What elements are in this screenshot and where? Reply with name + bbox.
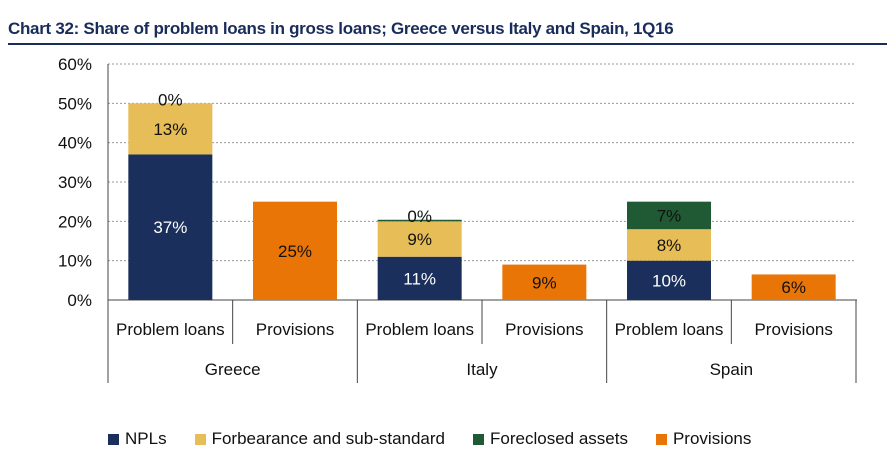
legend-label: Forbearance and sub-standard: [211, 429, 446, 448]
x-category-label: Problem loans: [365, 320, 474, 339]
y-tick-label: 30%: [58, 173, 92, 192]
y-tick-label: 0%: [67, 291, 92, 310]
x-category-label: Provisions: [505, 320, 583, 339]
legend-swatch: [108, 433, 119, 445]
bar-segment: [502, 264, 587, 300]
y-tick-label: 20%: [58, 212, 92, 231]
data-label: 9%: [407, 230, 432, 249]
x-category-label: Problem loans: [116, 320, 225, 339]
x-group-label: Spain: [710, 360, 753, 379]
bar-segment: [377, 219, 462, 222]
legend-label: Provisions: [672, 429, 752, 448]
bar-segment: [128, 103, 213, 155]
legend-swatch: [655, 433, 667, 445]
legend-swatch: [473, 433, 485, 445]
data-label: 37%: [153, 218, 187, 237]
title-rule: [8, 43, 887, 45]
y-tick-label: 60%: [58, 55, 92, 74]
bar-segment: [627, 229, 711, 261]
data-label: 0%: [407, 207, 432, 226]
legend: NPLs Forbearance and sub-standard Foreclos…: [108, 429, 751, 449]
x-category-label: Provisions: [754, 320, 832, 339]
bar-segment: [253, 201, 337, 300]
bar-segment: [627, 201, 711, 230]
x-group-label: Italy: [466, 360, 498, 379]
data-label: 6%: [781, 278, 806, 297]
y-tick-label: 50%: [58, 94, 92, 113]
legend-swatch: [194, 433, 206, 445]
x-category-label: Problem loans: [615, 320, 724, 339]
x-group-label: Greece: [205, 360, 261, 379]
bar-segment: [128, 154, 213, 300]
data-label: 9%: [532, 273, 557, 292]
legend-item: Foreclosed assets: [473, 429, 628, 449]
x-category-label: Provisions: [256, 320, 334, 339]
bar-segment: [377, 221, 462, 257]
legend-item: Forbearance and sub-standard: [194, 429, 446, 449]
chart-plot: 0% 10% 20% 30% 40% 50% 60% 37% 13% 0% 25% 11% 9% 0% 9%…: [58, 55, 857, 383]
data-label: 10%: [652, 271, 686, 290]
legend-item: Provisions: [655, 429, 752, 449]
bar-segment: [377, 256, 462, 300]
data-label: 0%: [158, 90, 183, 109]
data-label: 7%: [657, 206, 682, 225]
legend-item: NPLs: [108, 429, 167, 449]
y-tick-label: 10%: [58, 252, 92, 271]
y-tick-label: 40%: [58, 134, 92, 153]
data-label: 13%: [153, 120, 187, 139]
bar-segment: [751, 274, 836, 300]
chart-title: Chart 32: Share of problem loans in gros…: [8, 19, 674, 38]
data-label: 11%: [403, 269, 436, 288]
bar-segment: [627, 260, 711, 300]
data-label: 25%: [278, 242, 312, 261]
legend-label: NPLs: [125, 429, 167, 448]
legend-label: Foreclosed assets: [490, 429, 628, 448]
data-label: 8%: [657, 236, 682, 255]
